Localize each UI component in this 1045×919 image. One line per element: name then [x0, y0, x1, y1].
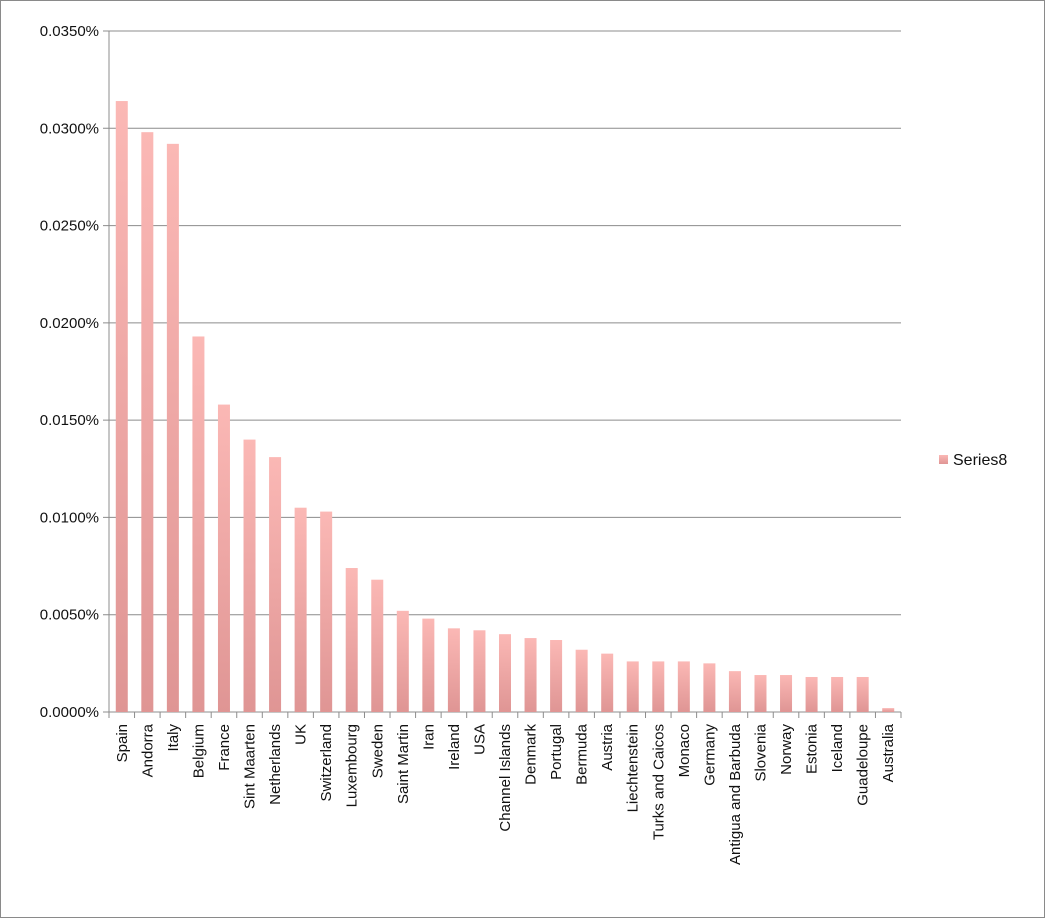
x-category-label: Guadeloupe — [855, 724, 872, 806]
bar-spain — [115, 101, 128, 712]
x-category-label: Channel Islands — [497, 724, 514, 832]
x-category-label: Portugal — [548, 724, 565, 780]
bar-italy — [166, 143, 179, 712]
x-category-label: Bermuda — [574, 723, 591, 785]
y-tick-label: 0.0250% — [40, 218, 99, 235]
bar-channel-islands — [499, 634, 511, 712]
bar-andorra — [141, 132, 154, 713]
bar-sweden — [371, 579, 384, 712]
bar-australia — [882, 708, 895, 712]
x-category-label: Iran — [420, 724, 437, 750]
x-category-label: Iceland — [829, 724, 846, 772]
x-category-label: Denmark — [523, 724, 540, 785]
y-tick-label: 0.0200% — [40, 315, 99, 332]
grid-lines — [103, 30, 902, 718]
x-category-label: Italy — [165, 724, 182, 752]
x-category-label: Ireland — [446, 724, 463, 770]
bar-liechtenstein — [626, 661, 639, 712]
bar-sint-maarten — [243, 439, 256, 712]
x-category-label: Netherlands — [267, 724, 284, 805]
x-category-label: Antigua and Barbuda — [727, 723, 744, 865]
bar-iran — [422, 618, 435, 712]
x-category-label: Belgium — [190, 724, 207, 778]
bar-iceland — [831, 676, 844, 712]
x-category-label: Turks and Caicos — [650, 724, 667, 840]
bar-turks-and-caicos — [652, 661, 665, 712]
y-axis-ticks: 0.0000% 0.0050% 0.0100% 0.0150% 0.0200% 0.025… — [40, 23, 99, 721]
bar-slovenia — [754, 675, 767, 712]
y-tick-label: 0.0350% — [40, 23, 99, 40]
bar-luxembourg — [345, 568, 358, 712]
x-category-label: UK — [293, 724, 310, 745]
bar-bermuda — [575, 649, 588, 712]
bar-switzerland — [320, 511, 333, 712]
x-category-label: Germany — [701, 724, 718, 786]
x-category-label: Switzerland — [318, 724, 335, 802]
x-category-label: Andorra — [139, 723, 156, 777]
x-category-label: Sint Maarten — [242, 724, 259, 809]
y-tick-label: 0.0100% — [40, 509, 99, 526]
x-axis-labels: Spain Andorra Italy Belgium France Sint Maart… — [114, 723, 897, 865]
y-tick-label: 0.0050% — [40, 607, 99, 624]
y-tick-label: 0.0300% — [40, 120, 99, 137]
bar-portugal — [550, 640, 563, 712]
x-category-label: Spain — [114, 724, 131, 762]
bar-uk — [294, 507, 307, 712]
y-tick-label: 0.0000% — [40, 704, 99, 721]
bar-germany — [703, 663, 716, 712]
x-category-label: Liechtenstein — [625, 724, 642, 812]
bar-saint-martin — [396, 610, 409, 712]
bar-denmark — [524, 638, 537, 712]
x-category-label: Luxembourg — [344, 724, 361, 807]
bar-antigua-and-barbuda — [728, 671, 741, 712]
x-category-label: Sweden — [369, 724, 386, 778]
y-tick-label: 0.0150% — [40, 412, 99, 429]
bar-belgium — [192, 336, 205, 712]
x-category-label: USA — [471, 724, 488, 755]
x-category-label: Australia — [880, 723, 897, 782]
x-category-label: Austria — [599, 723, 616, 770]
bar-ireland — [447, 628, 460, 712]
x-category-label: Estonia — [804, 723, 821, 774]
x-category-label: Saint Martin — [395, 724, 412, 804]
x-category-label: Slovenia — [752, 723, 769, 781]
bar-austria — [601, 653, 614, 712]
bar-norway — [780, 675, 793, 712]
x-category-label: Monaco — [676, 724, 693, 777]
bar-netherlands — [269, 457, 282, 712]
x-category-label: France — [216, 724, 233, 771]
bar-guadeloupe — [856, 676, 869, 712]
legend-swatch-series8 — [939, 455, 948, 464]
legend-label-series8: Series8 — [953, 452, 1007, 469]
x-category-label: Norway — [778, 724, 795, 775]
bar-monaco — [677, 661, 690, 712]
bar-france — [217, 404, 230, 712]
bars — [115, 101, 895, 713]
bar-estonia — [805, 676, 818, 712]
bar-usa — [473, 630, 486, 712]
legend: Series8 — [939, 452, 1007, 469]
